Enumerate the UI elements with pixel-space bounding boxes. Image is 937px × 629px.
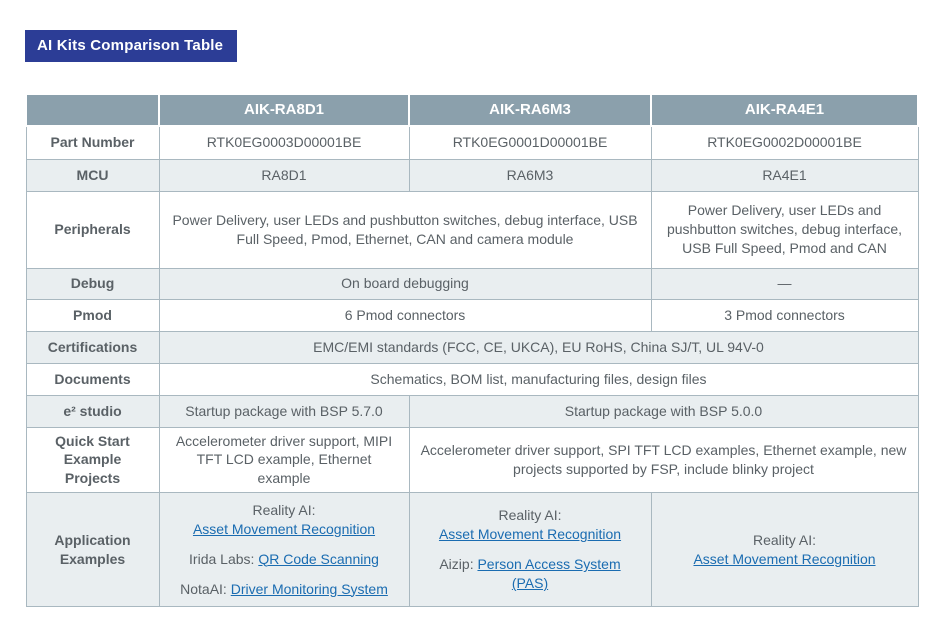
table-row-pmod: Pmod 6 Pmod connectors 3 Pmod connectors (25, 298, 919, 332)
app-example-item: NotaAI: Driver Monitoring System (170, 580, 399, 599)
link-asset-movement-recognition[interactable]: Asset Movement Recognition (693, 550, 876, 567)
mcu-ra6m3: RA6M3 (408, 158, 652, 192)
link-driver-monitoring-system[interactable]: Driver Monitoring System (230, 580, 388, 597)
table-row-peripherals: Peripherals Power Delivery, user LEDs an… (25, 190, 919, 269)
debug-ra8d1-ra6m3: On board debugging (158, 267, 652, 300)
vendor-label: NotaAI: (180, 580, 227, 597)
vendor-label: Aizip: (439, 556, 474, 573)
debug-ra4e1: — (650, 267, 919, 300)
table-header-row: AIK-RA8D1 AIK-RA6M3 AIK-RA4E1 (25, 93, 919, 127)
table-row-e2-studio: e² studio Startup package with BSP 5.7.0… (25, 394, 919, 428)
table-row-mcu: MCU RA8D1 RA6M3 RA4E1 (25, 158, 919, 192)
app-example-item: Reality AI: Asset Movement Recognition (420, 506, 641, 544)
header-aik-ra6m3: AIK-RA6M3 (408, 93, 652, 127)
app-example-item: Reality AI: Asset Movement Recognition (662, 531, 908, 569)
row-label-certifications: Certifications (25, 330, 160, 364)
app-example-item: Aizip: Person Access System (PAS) (420, 555, 641, 593)
app-examples-ra8d1: Reality AI: Asset Movement Recognition I… (158, 492, 410, 608)
row-label-documents: Documents (25, 362, 160, 396)
app-example-item: Irida Labs: QR Code Scanning (170, 550, 399, 569)
e2-studio-ra6m3-ra4e1: Startup package with BSP 5.0.0 (408, 394, 919, 428)
row-label-pmod: Pmod (25, 298, 160, 332)
table-row-documents: Documents Schematics, BOM list, manufact… (25, 362, 919, 396)
header-aik-ra8d1: AIK-RA8D1 (158, 93, 410, 127)
header-blank-cell (25, 93, 160, 127)
app-example-item: Reality AI: Asset Movement Recognition (170, 501, 399, 539)
part-number-ra4e1: RTK0EG0002D00001BE (650, 125, 919, 160)
link-asset-movement-recognition[interactable]: Asset Movement Recognition (438, 526, 622, 543)
mcu-ra8d1: RA8D1 (158, 158, 410, 192)
comparison-table: AIK-RA8D1 AIK-RA6M3 AIK-RA4E1 Part Numbe… (25, 93, 919, 608)
table-row-certifications: Certifications EMC/EMI standards (FCC, C… (25, 330, 919, 364)
page-title: AI Kits Comparison Table (25, 30, 238, 62)
e2-studio-ra8d1: Startup package with BSP 5.7.0 (158, 394, 410, 428)
documents-all: Schematics, BOM list, manufacturing file… (158, 362, 919, 396)
quick-start-ra6m3-ra4e1: Accelerometer driver support, SPI TFT LC… (408, 426, 919, 494)
vendor-label: Reality AI: (498, 507, 562, 524)
row-label-peripherals: Peripherals (25, 190, 160, 269)
certifications-all: EMC/EMI standards (FCC, CE, UKCA), EU Ro… (158, 330, 919, 364)
link-qr-code-scanning[interactable]: QR Code Scanning (258, 550, 379, 567)
row-label-part-number: Part Number (25, 125, 160, 160)
row-label-e2-studio: e² studio (25, 394, 160, 428)
table-row-quick-start: Quick Start Example Projects Acceleromet… (25, 426, 919, 494)
vendor-label: Irida Labs: (189, 550, 255, 567)
app-examples-ra4e1: Reality AI: Asset Movement Recognition (650, 492, 919, 608)
vendor-label: Reality AI: (752, 531, 817, 548)
part-number-ra6m3: RTK0EG0001D00001BE (408, 125, 652, 160)
app-examples-ra6m3: Reality AI: Asset Movement Recognition A… (408, 492, 652, 608)
row-label-mcu: MCU (25, 158, 160, 192)
table-row-part-number: Part Number RTK0EG0003D00001BE RTK0EG000… (25, 125, 919, 160)
header-aik-ra4e1: AIK-RA4E1 (650, 93, 919, 127)
table-row-application-examples: Application Examples Reality AI: Asset M… (25, 492, 919, 608)
row-label-debug: Debug (25, 267, 160, 300)
row-label-application-examples: Application Examples (25, 492, 160, 608)
peripherals-ra8d1-ra6m3: Power Delivery, user LEDs and pushbutton… (158, 190, 652, 269)
table-row-debug: Debug On board debugging — (25, 267, 919, 300)
row-label-quick-start: Quick Start Example Projects (25, 426, 160, 494)
link-asset-movement-recognition[interactable]: Asset Movement Recognition (192, 520, 376, 537)
mcu-ra4e1: RA4E1 (650, 158, 919, 192)
part-number-ra8d1: RTK0EG0003D00001BE (158, 125, 410, 160)
link-person-access-system[interactable]: Person Access System (PAS) (477, 556, 621, 592)
peripherals-ra4e1: Power Delivery, user LEDs and pushbutton… (650, 190, 919, 269)
pmod-ra4e1: 3 Pmod connectors (650, 298, 919, 332)
quick-start-ra8d1: Accelerometer driver support, MIPI TFT L… (158, 426, 410, 494)
vendor-label: Reality AI: (252, 501, 316, 518)
pmod-ra8d1-ra6m3: 6 Pmod connectors (158, 298, 652, 332)
